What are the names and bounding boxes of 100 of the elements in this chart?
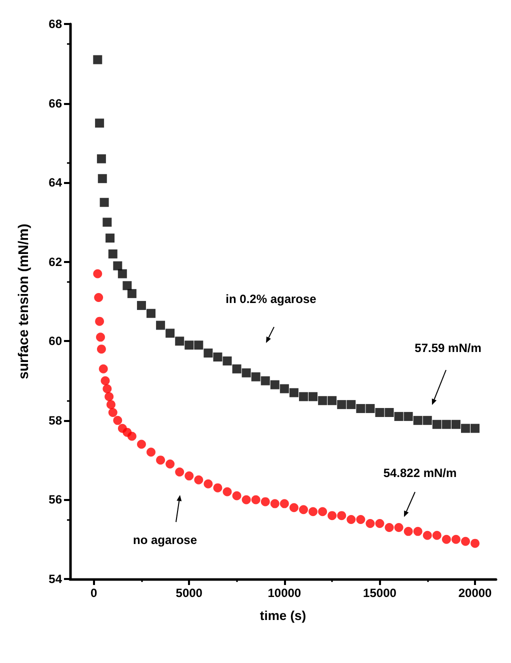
x-tick-label: 15000 bbox=[363, 586, 397, 600]
point bbox=[222, 356, 232, 366]
point bbox=[356, 515, 366, 524]
point bbox=[442, 534, 451, 544]
point bbox=[213, 483, 222, 492]
annotation: no agarose bbox=[132, 533, 198, 547]
point bbox=[156, 456, 166, 465]
x-tick-label: 0 bbox=[90, 586, 98, 600]
point bbox=[96, 344, 106, 354]
point bbox=[136, 300, 146, 310]
y-tick-label: 64 bbox=[48, 176, 62, 190]
point bbox=[404, 526, 413, 536]
point bbox=[194, 340, 204, 350]
point bbox=[184, 340, 194, 350]
point bbox=[413, 416, 422, 425]
y-tick-label: 60 bbox=[48, 334, 62, 348]
point bbox=[98, 174, 107, 184]
point bbox=[232, 364, 242, 374]
point bbox=[413, 526, 422, 536]
point bbox=[375, 519, 384, 528]
point bbox=[166, 328, 175, 338]
point bbox=[384, 408, 394, 417]
point bbox=[108, 408, 118, 417]
point bbox=[337, 511, 346, 520]
x-tick-label: 10000 bbox=[268, 586, 302, 600]
point bbox=[394, 522, 404, 532]
point bbox=[375, 408, 384, 417]
point bbox=[102, 384, 112, 394]
point bbox=[166, 460, 175, 469]
point bbox=[102, 218, 112, 227]
point bbox=[289, 503, 298, 512]
y-axis-title: surface tension (mN/m) bbox=[15, 224, 31, 380]
point bbox=[432, 530, 442, 540]
point bbox=[104, 392, 114, 402]
point bbox=[222, 487, 232, 496]
point bbox=[113, 416, 122, 425]
y-tick-label: 62 bbox=[48, 254, 62, 269]
point bbox=[251, 372, 260, 382]
point bbox=[96, 154, 106, 164]
point bbox=[95, 316, 104, 326]
point bbox=[93, 55, 102, 64]
point bbox=[194, 475, 204, 484]
point bbox=[127, 432, 136, 441]
point bbox=[98, 364, 108, 374]
point bbox=[242, 368, 251, 378]
y-tick-label: 56 bbox=[48, 492, 62, 507]
point bbox=[366, 404, 375, 414]
point bbox=[93, 269, 102, 278]
point bbox=[461, 536, 470, 546]
point bbox=[356, 404, 366, 414]
point bbox=[346, 400, 356, 410]
point bbox=[242, 495, 251, 504]
y-tick-label: 68 bbox=[48, 17, 62, 31]
point bbox=[270, 499, 280, 508]
x-tick-label: 20000 bbox=[458, 586, 492, 600]
point bbox=[470, 538, 480, 548]
point bbox=[94, 293, 104, 302]
point bbox=[328, 396, 337, 406]
y-tick-label: 66 bbox=[48, 96, 62, 110]
point bbox=[251, 495, 260, 504]
point bbox=[404, 412, 413, 421]
point bbox=[451, 420, 460, 429]
point bbox=[204, 479, 213, 488]
point bbox=[308, 392, 318, 402]
point bbox=[337, 400, 346, 410]
point bbox=[122, 281, 132, 290]
point bbox=[308, 507, 318, 516]
point bbox=[213, 352, 222, 362]
y-tick-label: 54 bbox=[48, 572, 62, 586]
point bbox=[127, 289, 136, 298]
point bbox=[232, 491, 242, 500]
x-axis-title: time (s) bbox=[260, 608, 306, 623]
x-tick-label: 5000 bbox=[176, 586, 203, 600]
point bbox=[204, 348, 213, 358]
point bbox=[118, 269, 127, 278]
point bbox=[394, 412, 404, 421]
point bbox=[113, 261, 122, 270]
point bbox=[328, 511, 337, 520]
point bbox=[299, 505, 308, 514]
point bbox=[270, 380, 280, 390]
point bbox=[366, 519, 375, 528]
point bbox=[298, 392, 308, 402]
point bbox=[470, 424, 480, 433]
point bbox=[184, 471, 194, 480]
point bbox=[106, 400, 116, 410]
y-tick-label: 58 bbox=[48, 413, 62, 428]
annotation: in 0.2% agarose bbox=[226, 292, 317, 306]
point bbox=[100, 198, 109, 207]
point bbox=[95, 118, 104, 128]
point bbox=[442, 420, 451, 429]
point bbox=[280, 499, 289, 508]
point bbox=[175, 336, 184, 346]
point bbox=[384, 522, 394, 532]
point bbox=[280, 384, 289, 394]
point bbox=[260, 376, 270, 386]
point bbox=[156, 320, 166, 330]
point bbox=[346, 515, 356, 524]
annotation: 57.59 mN/m bbox=[414, 341, 482, 355]
point bbox=[432, 420, 442, 429]
point bbox=[422, 416, 432, 425]
